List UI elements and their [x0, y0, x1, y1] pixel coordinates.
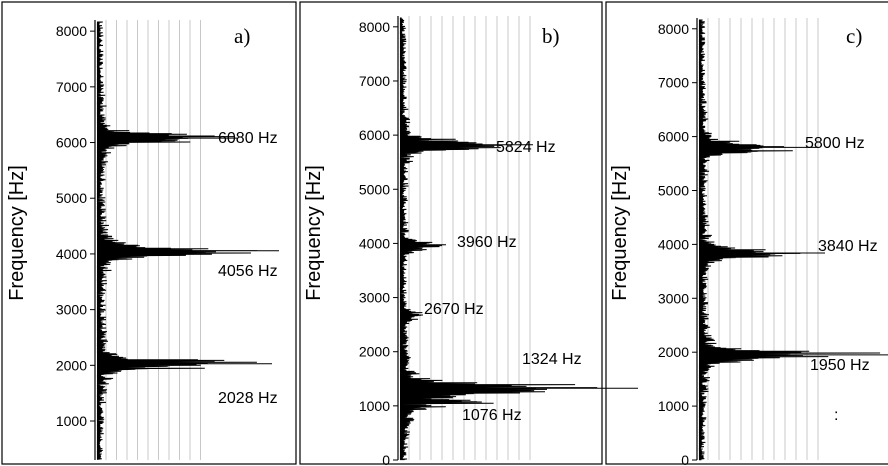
panel-c: 0 1000 2000 3000 4000 5000 6000 7000 8000 Freque… [605, 1, 888, 466]
y-axis-title: Frequency [Hz] [303, 165, 325, 301]
grid-lines [707, 18, 819, 460]
y-tick-label: 8000 [359, 19, 390, 35]
y-tick-label: 8000 [56, 23, 87, 39]
annotation-mark: : [834, 407, 838, 424]
y-tick-label: 7000 [359, 73, 390, 89]
peak-label: 3840 Hz [818, 238, 878, 255]
panel-label: a) [234, 24, 250, 48]
y-tick-label: 8000 [658, 21, 689, 37]
spectrum-trace [96, 21, 279, 460]
panel-a: 1000 2000 3000 4000 5000 6000 7000 8000 Frequen… [1, 1, 297, 465]
y-tick-label: 5000 [56, 190, 87, 206]
y-tick-label: 5000 [658, 182, 689, 198]
y-tick-label: 3000 [359, 290, 390, 306]
peak-label: 1324 Hz [522, 351, 582, 368]
y-tick-label: 1000 [56, 413, 87, 429]
peak-label: 5824 Hz [496, 139, 556, 156]
peak-label: 1950 Hz [810, 357, 870, 374]
panel-label: b) [542, 24, 560, 48]
panel-frame [299, 1, 603, 465]
y-tick-label: 7000 [658, 75, 689, 91]
y-tick-label: 0 [382, 452, 390, 466]
spectrum-trace [399, 17, 638, 461]
peak-label: 6080 Hz [218, 130, 278, 147]
panel-frame [605, 1, 888, 465]
y-ticks: 0 1000 2000 3000 4000 5000 6000 7000 8000 [359, 19, 398, 466]
y-tick-label: 6000 [359, 127, 390, 143]
y-ticks: 0 1000 2000 3000 4000 5000 6000 7000 8000 [658, 21, 697, 466]
y-tick-label: 6000 [56, 135, 87, 151]
y-tick-label: 3000 [56, 302, 87, 318]
grid-lines [105, 20, 201, 460]
y-axis-title: Frequency [Hz] [609, 165, 631, 301]
y-tick-label: 4000 [56, 246, 87, 262]
y-tick-label: 4000 [359, 235, 390, 251]
spectrum-trace [698, 19, 888, 461]
panel-label: c) [846, 24, 862, 48]
peak-label: 2028 Hz [218, 390, 278, 407]
peak-label: 4056 Hz [218, 263, 278, 280]
y-tick-label: 1000 [658, 398, 689, 414]
panel-b: 0 1000 2000 3000 4000 5000 6000 7000 8000 Freque… [299, 1, 638, 466]
panel-frame [1, 1, 297, 465]
y-tick-label: 2000 [359, 344, 390, 360]
y-tick-label: 5000 [359, 181, 390, 197]
y-tick-label: 2000 [658, 344, 689, 360]
y-axis-title: Frequency [Hz] [6, 165, 28, 301]
peak-label: 1076 Hz [462, 407, 522, 424]
y-ticks: 1000 2000 3000 4000 5000 6000 7000 8000 [56, 23, 95, 429]
y-tick-label: 0 [681, 452, 689, 466]
y-tick-label: 6000 [658, 129, 689, 145]
peak-label: 3960 Hz [457, 234, 517, 251]
y-tick-label: 2000 [56, 357, 87, 373]
y-tick-label: 4000 [658, 236, 689, 252]
y-tick-label: 3000 [658, 290, 689, 306]
peak-label: 5800 Hz [805, 135, 865, 152]
y-tick-label: 1000 [359, 398, 390, 414]
peak-label: 2670 Hz [424, 301, 484, 318]
y-tick-label: 7000 [56, 79, 87, 95]
